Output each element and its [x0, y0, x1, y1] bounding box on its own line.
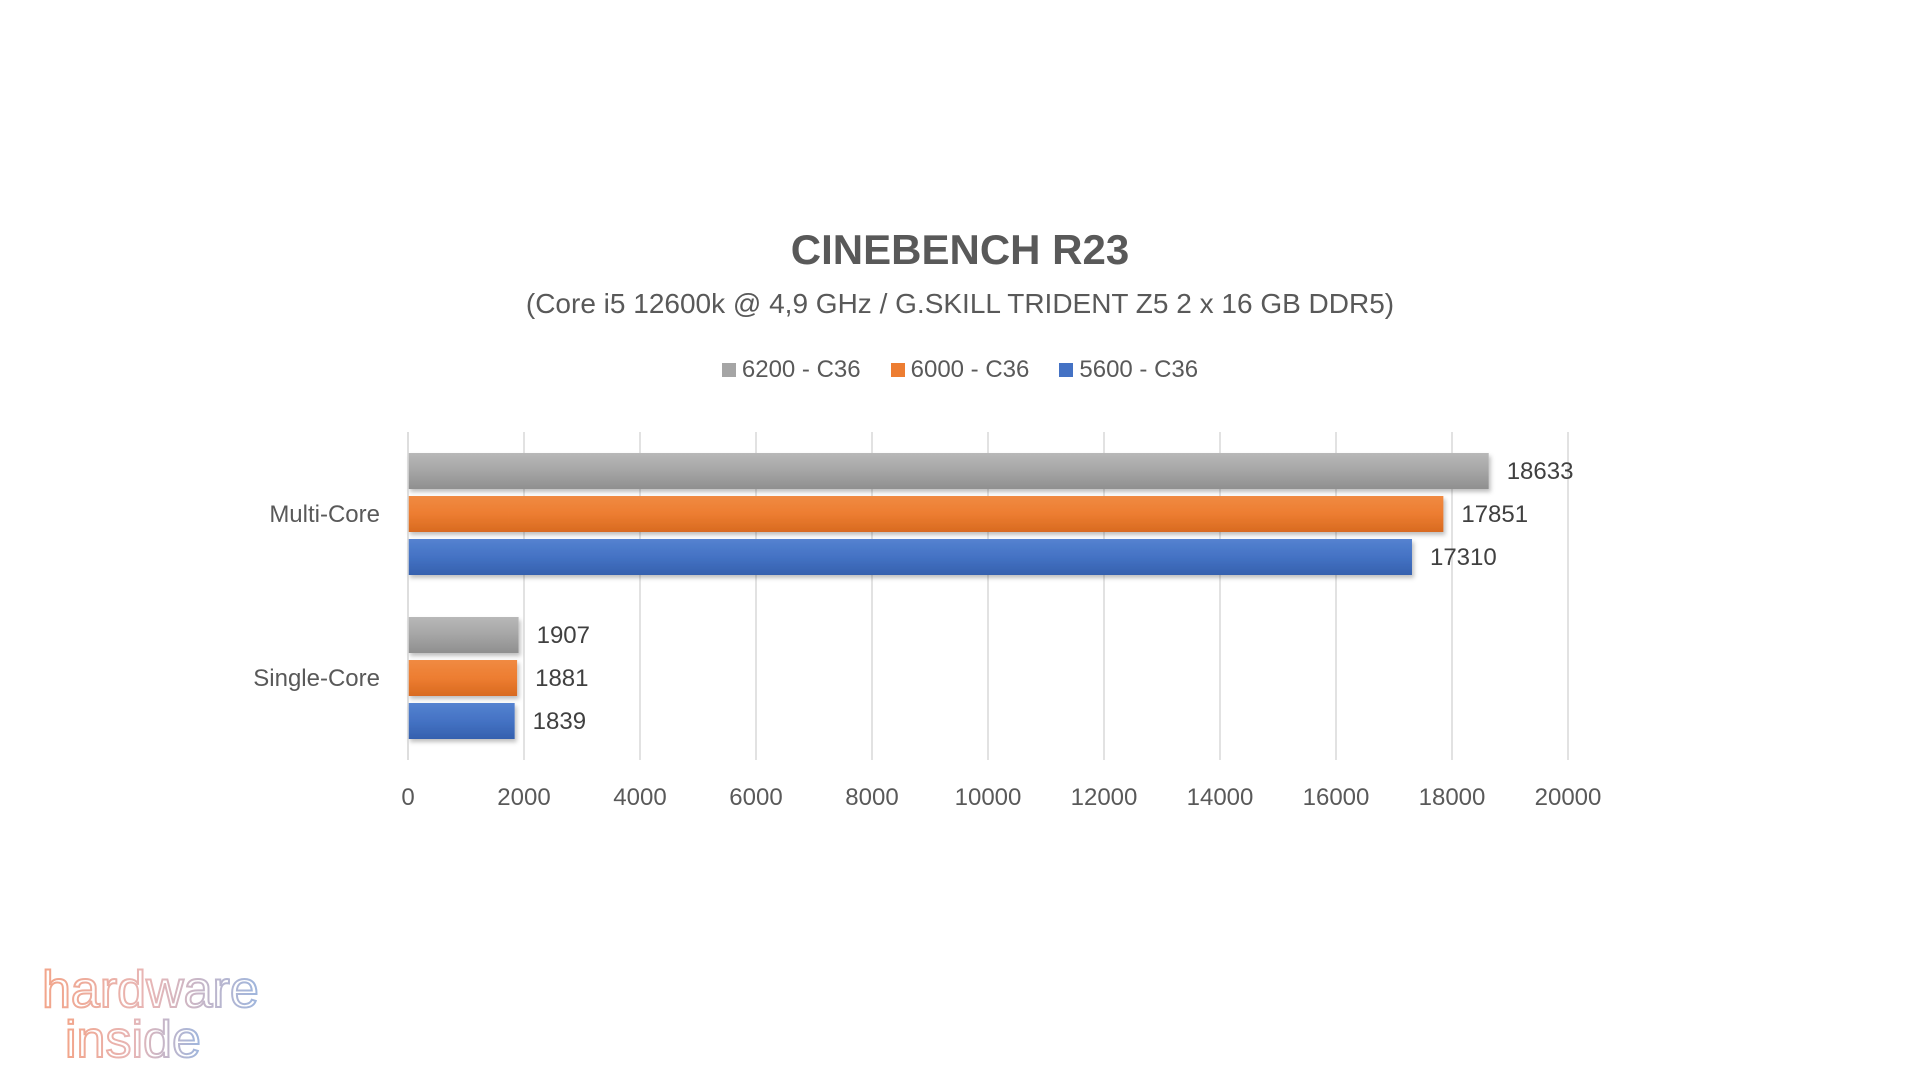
- x-tick-label: 0: [401, 784, 414, 811]
- bar: [408, 539, 1412, 575]
- axis: 0 2000 4000 6000 8000 10000 12000 14000 16000 180…: [253, 432, 1601, 811]
- data-label: 18633: [1507, 458, 1574, 485]
- x-tick-label: 6000: [729, 784, 782, 811]
- legend-label-5600: 5600 - C36: [1079, 356, 1199, 383]
- data-label: 1907: [537, 622, 590, 649]
- x-tick-label: 8000: [845, 784, 898, 811]
- y-category-label: Single-Core: [253, 665, 380, 692]
- logo-line2: inside: [65, 1011, 201, 1069]
- bar: [408, 617, 519, 653]
- x-tick-label: 14000: [1187, 784, 1254, 811]
- data-label: 17851: [1461, 501, 1528, 528]
- data-label: 1881: [535, 665, 588, 692]
- legend-swatch-6200: [721, 363, 736, 377]
- x-tick-label: 18000: [1419, 784, 1486, 811]
- hardware-inside-logo: hardware inside: [41, 965, 260, 1070]
- legend-swatch-5600: [1059, 363, 1074, 377]
- bar: [408, 660, 518, 696]
- chart-legend: 6200 - C36 6000 - C36 5600 - C36: [0, 356, 1920, 384]
- legend-item-6000: 6000 - C36: [890, 356, 1030, 384]
- x-tick-label: 10000: [955, 784, 1022, 811]
- x-tick-label: 4000: [613, 784, 666, 811]
- legend-label-6200: 6200 - C36: [741, 356, 861, 383]
- bar: [408, 496, 1444, 532]
- x-tick-label: 2000: [497, 784, 550, 811]
- bars: [408, 453, 1489, 739]
- chart-subtitle: (Core i5 12600k @ 4,9 GHz / G.SKILL TRID…: [525, 288, 1395, 319]
- x-tick-label: 16000: [1303, 784, 1370, 811]
- bar: [408, 703, 515, 739]
- data-labels: 18633 17851 17310 1907 1881 1839: [533, 458, 1574, 735]
- data-label: 17310: [1430, 544, 1497, 571]
- logo-line1: hardware: [42, 965, 259, 1019]
- bar: [408, 453, 1489, 489]
- x-tick-label: 12000: [1071, 784, 1138, 811]
- legend-swatch-6000: [890, 363, 905, 377]
- data-label: 1839: [533, 708, 586, 735]
- x-tick-label: 20000: [1535, 784, 1602, 811]
- legend-item-6200: 6200 - C36: [721, 356, 861, 384]
- legend-item-5600: 5600 - C36: [1059, 356, 1198, 384]
- y-category-label: Multi-Core: [269, 501, 380, 528]
- legend-label-6000: 6000 - C36: [910, 356, 1030, 383]
- chart-title: CINEBENCH R23: [790, 226, 1130, 273]
